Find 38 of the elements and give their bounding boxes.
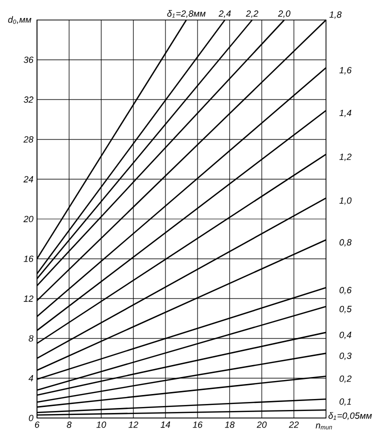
x-tick-label: 6 <box>35 422 40 428</box>
y-axis-title: d$_{0}$,мм <box>8 16 32 24</box>
series-label: 2,0 <box>278 10 290 18</box>
series-label: 2,2 <box>246 10 258 18</box>
series-label: 0,4 <box>340 332 352 340</box>
series-label: 0,6 <box>340 286 352 294</box>
x-tick-label: 22 <box>288 422 299 428</box>
y-tick-label: 20 <box>23 216 34 222</box>
x-tick-label: 20 <box>256 422 267 428</box>
y-tick-label: 32 <box>24 96 34 103</box>
y-tick-label: 0 <box>28 414 34 422</box>
series-label: 1,0 <box>339 197 352 205</box>
y-tick-label: 4 <box>28 375 34 382</box>
series-label: 0,2 <box>340 375 352 383</box>
y-tick-label: 8 <box>28 335 34 342</box>
x-tick-label: 18 <box>224 422 235 428</box>
y-tick-label: 36 <box>24 56 34 63</box>
y-tick-label: 24 <box>23 176 34 182</box>
y-tick-label: 16 <box>24 256 34 262</box>
x-axis-title: n$_{тип}$ <box>316 424 332 430</box>
series-label: 1,6 <box>339 67 352 74</box>
y-tick-label: 28 <box>23 136 34 143</box>
x-tick-label: 16 <box>192 422 203 428</box>
x-tick-label: 14 <box>160 422 170 428</box>
series-label: 0,8 <box>340 239 352 247</box>
x-tick-label: 12 <box>128 422 138 428</box>
series-label: 1,4 <box>339 110 352 118</box>
y-tick-label: 12 <box>24 295 34 302</box>
series-label: 0,3 <box>340 352 352 360</box>
x-tick-label: 10 <box>96 422 106 428</box>
x-tick-label: 8 <box>66 422 72 428</box>
series-label: 1,2 <box>339 154 352 162</box>
series-label: δ$_{1}$=0,05мм <box>328 412 372 420</box>
series-label: 2,4 <box>218 10 231 18</box>
series-label: δ$_{1}$=2,8мм <box>167 10 206 18</box>
series-label: 0,1 <box>340 398 351 406</box>
series-label: 0,5 <box>340 306 352 314</box>
series-label: 1,8 <box>329 11 342 19</box>
